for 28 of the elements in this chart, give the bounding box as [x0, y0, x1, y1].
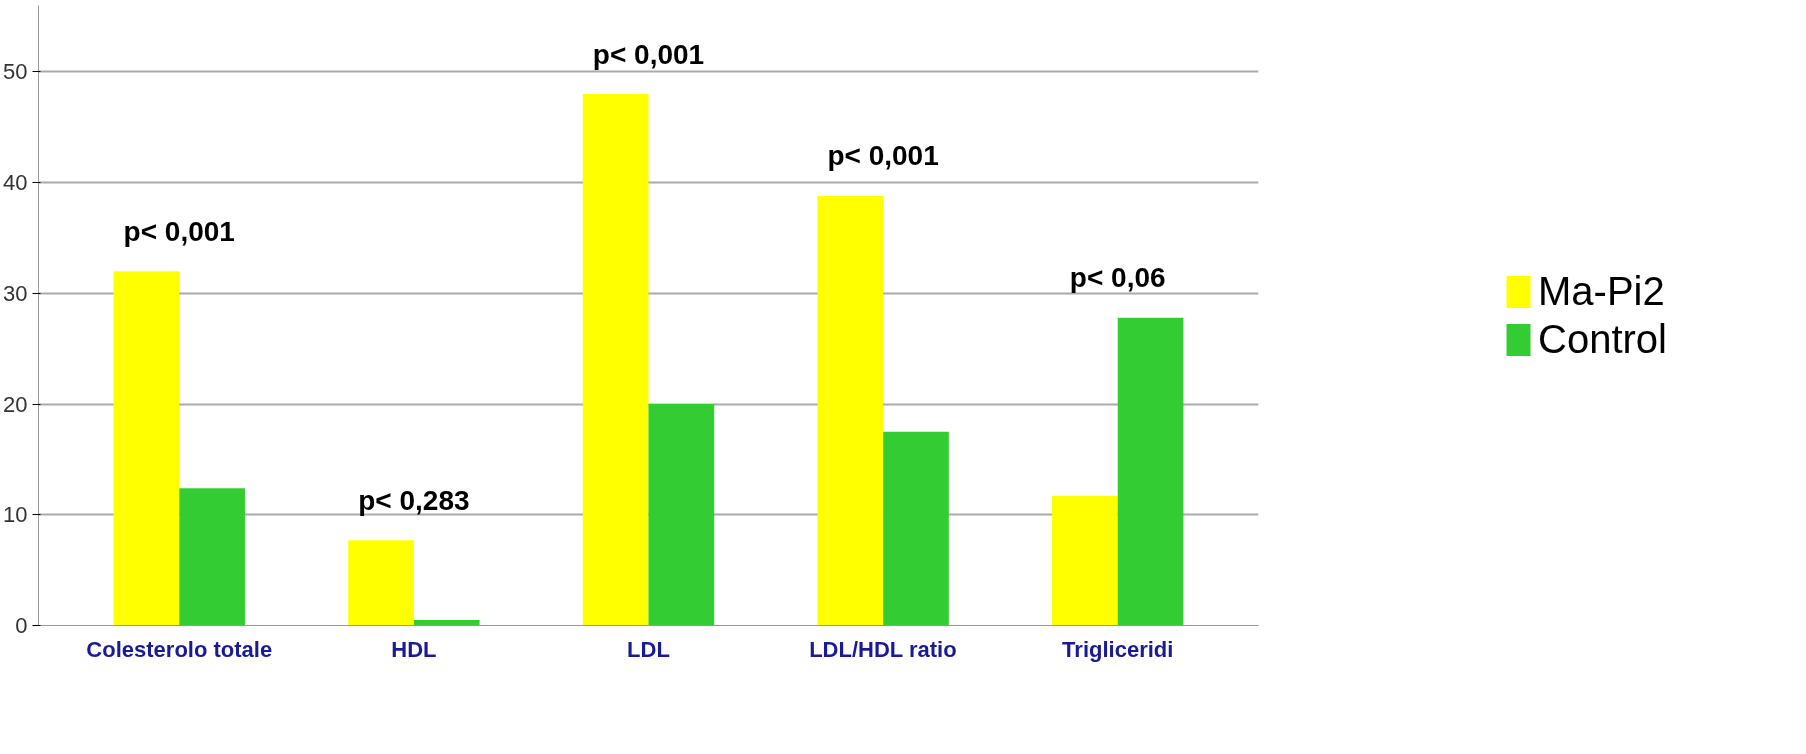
legend-label: Ma-Pi2 — [1538, 268, 1665, 314]
x-tick-label: Trigliceridi — [1062, 636, 1174, 662]
annotation: p< 0,283 — [358, 484, 470, 516]
y-tick-label: 50 — [3, 59, 28, 85]
bar — [1117, 317, 1184, 626]
bar — [648, 404, 715, 626]
y-tick-label: 10 — [3, 502, 28, 528]
x-tick-label: LDL/HDL ratio — [809, 636, 957, 662]
x-tick-label: LDL — [627, 636, 670, 662]
y-tick-label: 20 — [3, 391, 28, 417]
annotation: p< 0,06 — [1069, 262, 1166, 294]
annotation: p< 0,001 — [827, 140, 939, 172]
x-tick-label: HDL — [391, 636, 437, 662]
bar — [883, 431, 949, 626]
x-tick-label: Colesterolo totale — [86, 636, 273, 662]
y-tick-label: 0 — [15, 613, 28, 638]
bar — [179, 488, 245, 626]
annotation: p< 0,001 — [123, 215, 235, 247]
legend-label: Control — [1538, 316, 1667, 362]
bar — [817, 195, 884, 626]
bar — [1052, 495, 1118, 626]
bar — [413, 619, 480, 626]
y-tick-label: 30 — [3, 280, 28, 306]
annotation: p< 0,001 — [592, 38, 705, 70]
bar — [113, 271, 180, 626]
bar — [582, 94, 649, 626]
bar — [348, 540, 414, 626]
y-tick-label: 40 — [3, 170, 28, 196]
